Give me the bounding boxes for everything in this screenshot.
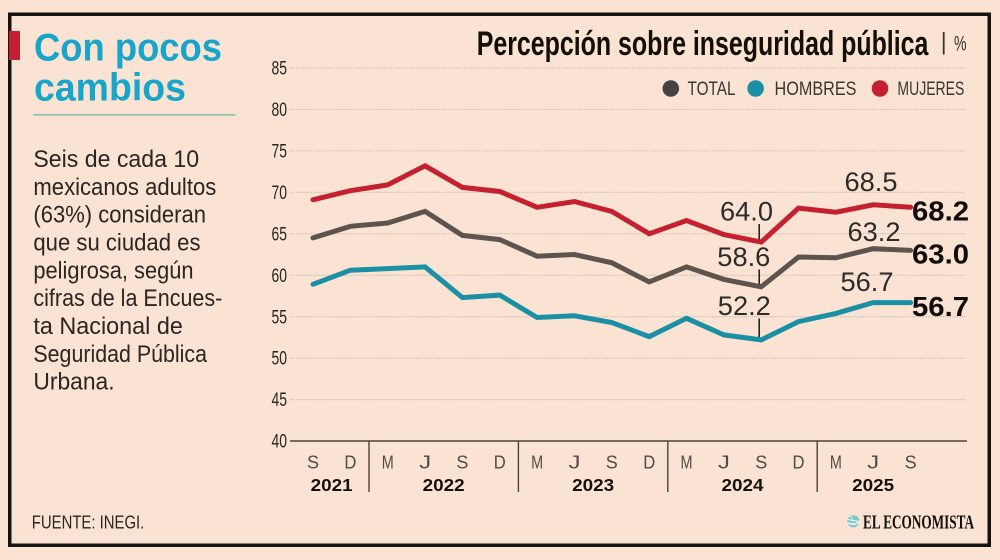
svg-text:MUJERES: MUJERES <box>897 79 964 100</box>
svg-text:S: S <box>456 452 468 473</box>
svg-text:EL ECONOMISTA: EL ECONOMISTA <box>863 512 974 534</box>
svg-text:peligrosa, según: peligrosa, según <box>33 257 193 284</box>
svg-text:J: J <box>718 452 730 473</box>
svg-text:S: S <box>606 452 618 473</box>
svg-text:cambios: cambios <box>34 67 186 110</box>
svg-text:55: 55 <box>272 306 288 328</box>
svg-text:D: D <box>793 452 805 473</box>
svg-text:Urbana.: Urbana. <box>33 369 114 396</box>
svg-text:M: M <box>681 452 693 473</box>
svg-text:56.7: 56.7 <box>841 267 894 297</box>
svg-text:58.6: 58.6 <box>717 242 770 272</box>
svg-text:D: D <box>344 452 356 473</box>
svg-text:64.0: 64.0 <box>720 197 773 227</box>
svg-text:80: 80 <box>272 99 288 121</box>
svg-text:M: M <box>382 452 394 473</box>
svg-text:J: J <box>419 452 431 473</box>
svg-text:Seis de cada 10: Seis de cada 10 <box>33 146 199 173</box>
svg-text:63.0: 63.0 <box>912 239 969 270</box>
svg-text:que su ciudad es: que su ciudad es <box>33 230 200 257</box>
svg-text:65: 65 <box>272 223 288 245</box>
svg-text:52.2: 52.2 <box>718 291 771 321</box>
svg-text:56.7: 56.7 <box>912 291 969 322</box>
svg-text:40: 40 <box>272 431 288 453</box>
svg-text:70: 70 <box>272 182 288 204</box>
svg-text:D: D <box>494 452 506 473</box>
svg-text:63.2: 63.2 <box>848 217 901 247</box>
svg-text:M: M <box>531 452 543 473</box>
svg-text:J: J <box>867 452 879 473</box>
svg-text:S: S <box>307 452 319 473</box>
svg-text:D: D <box>643 452 655 473</box>
svg-text:%: % <box>954 33 967 56</box>
svg-text:S: S <box>755 452 767 473</box>
svg-text:M: M <box>830 452 842 473</box>
svg-text:FUENTE: INEGI.: FUENTE: INEGI. <box>32 512 144 532</box>
svg-text:68.5: 68.5 <box>845 167 898 197</box>
svg-text:TOTAL: TOTAL <box>688 79 736 100</box>
svg-text:Con pocos: Con pocos <box>34 26 222 69</box>
svg-text:85: 85 <box>272 58 288 80</box>
svg-text:68.2: 68.2 <box>912 196 969 227</box>
svg-text:HOMBRES: HOMBRES <box>775 79 857 100</box>
svg-text:Percepción sobre inseguridad p: Percepción sobre inseguridad pública <box>477 25 929 63</box>
svg-text:2023: 2023 <box>572 475 614 495</box>
svg-text:2021: 2021 <box>311 475 353 495</box>
svg-text:50: 50 <box>272 348 288 370</box>
svg-text:J: J <box>569 452 581 473</box>
svg-text:(63%) consideran: (63%) consideran <box>33 202 206 229</box>
svg-text:2022: 2022 <box>423 475 465 495</box>
svg-text:mexicanos adultos: mexicanos adultos <box>33 174 216 201</box>
svg-text:2025: 2025 <box>852 475 894 495</box>
svg-text:Seguridad Pública: Seguridad Pública <box>33 341 207 368</box>
svg-text:cifras de la Encues-: cifras de la Encues- <box>33 285 222 312</box>
svg-text:60: 60 <box>272 265 288 287</box>
svg-text:2024: 2024 <box>722 475 764 495</box>
svg-text:75: 75 <box>272 141 288 163</box>
svg-text:ta Nacional de: ta Nacional de <box>33 313 183 340</box>
svg-text:S: S <box>905 452 917 473</box>
svg-text:45: 45 <box>272 389 288 411</box>
